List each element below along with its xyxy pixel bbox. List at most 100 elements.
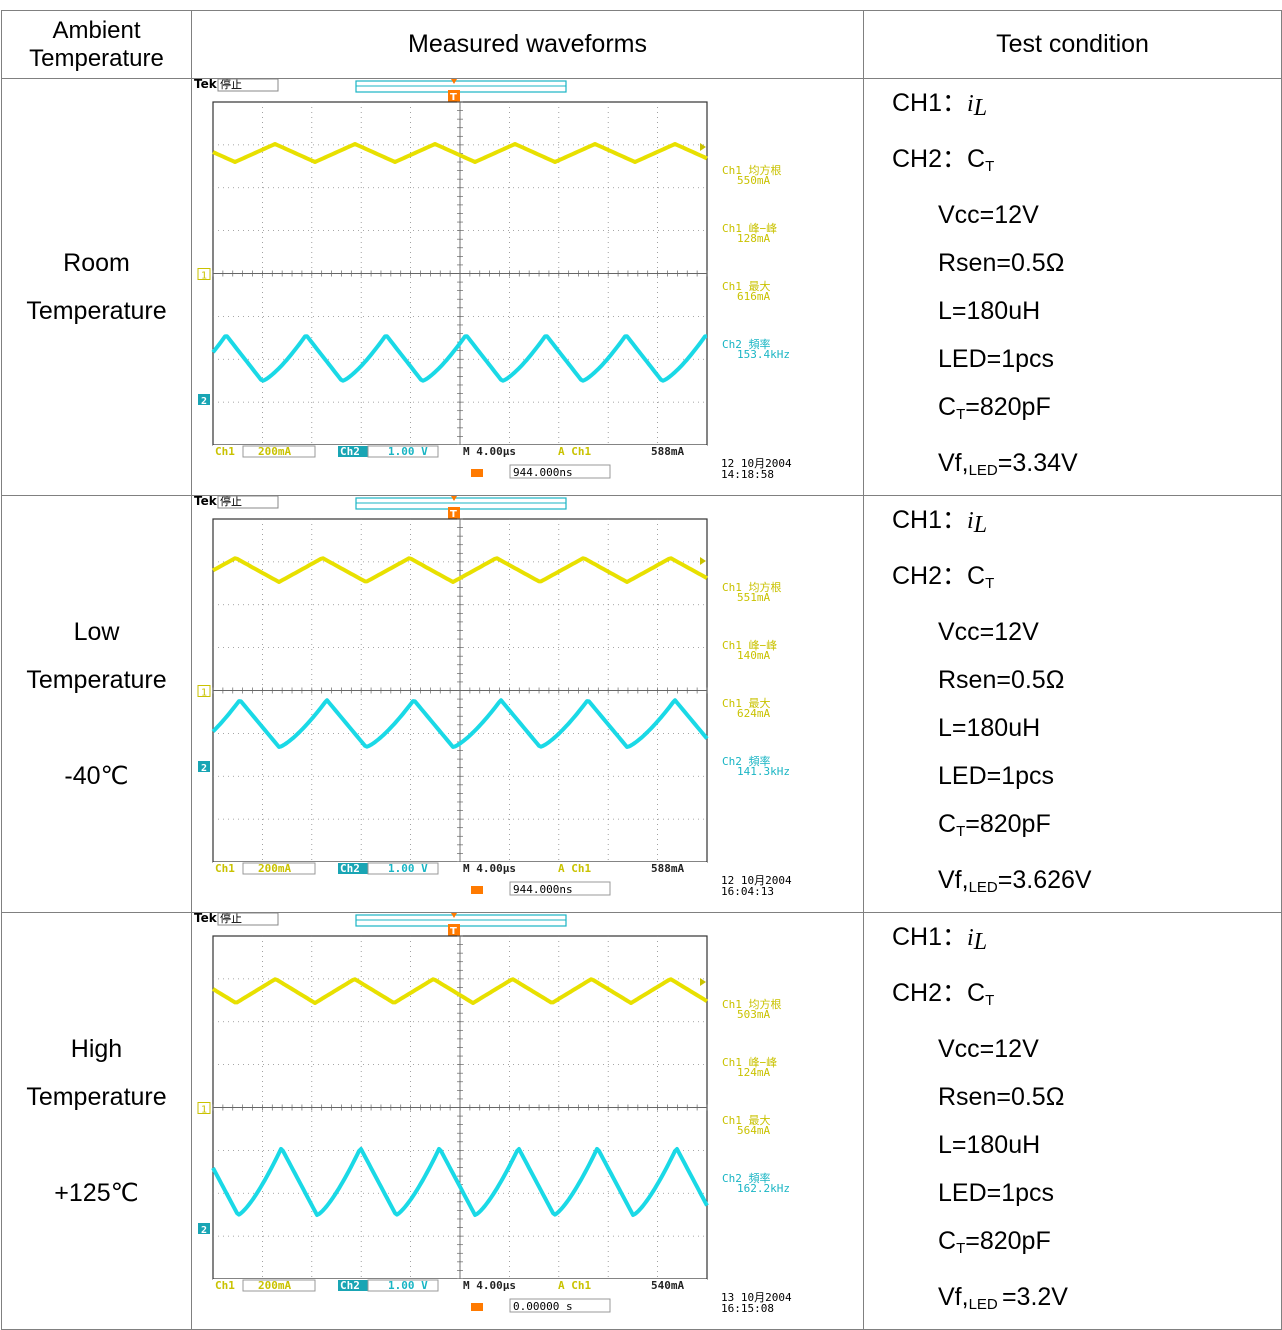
svg-text:1.00 V: 1.00 V xyxy=(388,862,428,875)
svg-text:200mA: 200mA xyxy=(258,862,291,875)
cond-vf: Vf,LED =3.2V xyxy=(938,1283,1068,1313)
waveform-cell: Tek 停止 T 1 2 Ch1 均方根 503mA Ch1 峰−峰 124mA Ch1 最大 56… xyxy=(191,911,864,1330)
cond-ct: CT=820pF xyxy=(938,393,1051,423)
trigger-position: 944.000ns xyxy=(513,466,573,479)
table-row-low: Low Temperature -40℃ Tek 停止 T 1 2 Ch1 均方根 551m… xyxy=(1,494,1282,913)
svg-text:1.00 V: 1.00 V xyxy=(388,445,428,458)
svg-text:540mA: 540mA xyxy=(651,1279,684,1292)
measurement-label: Ch1 峰−峰 xyxy=(722,639,777,652)
measurement-value: 616mA xyxy=(737,290,770,303)
svg-text:1: 1 xyxy=(201,1105,207,1116)
measurement-value: 162.2kHz xyxy=(737,1182,790,1195)
measurement-label: Ch1 峰−峰 xyxy=(722,222,777,235)
measurement-label: Ch1 最大 xyxy=(722,279,771,293)
measurement-label: Ch1 均方根 xyxy=(722,163,782,177)
waveform-cell: Tek 停止 T 1 2 Ch1 均方根 550mA Ch1 峰−峰 128mA Ch1 最大 61… xyxy=(191,77,864,496)
ambient-line: Room xyxy=(63,249,130,277)
cond-inductance: L=180uH xyxy=(938,714,1041,742)
svg-text:1.00 V: 1.00 V xyxy=(388,1279,428,1292)
ambient-cell: High Temperature +125℃ xyxy=(1,912,192,1330)
cond-ch1: CH1：iL xyxy=(892,89,988,121)
scope-time: 16:04:13 xyxy=(721,885,774,898)
cond-ch2: CH2：CT xyxy=(892,562,995,592)
measurement-value: 153.4kHz xyxy=(737,348,790,361)
cond-rsen: Rsen=0.5Ω xyxy=(938,1083,1065,1111)
scope-brand: Tek xyxy=(194,79,218,91)
cond-ch2: CH2：CT xyxy=(892,979,995,1009)
ambient-line: High xyxy=(70,1035,123,1063)
cond-rsen: Rsen=0.5Ω xyxy=(938,249,1065,277)
oscilloscope-screenshot: Tek 停止 T 1 2 Ch1 均方根 551mA Ch1 峰−峰 140mA Ch1 最大 62… xyxy=(192,494,862,898)
results-table: Ambient Temperature Measured waveforms Te… xyxy=(1,10,1282,1330)
measurement-label: Ch1 最大 xyxy=(722,696,771,710)
ambient-line: Low xyxy=(73,618,120,646)
scope-time: 14:18:58 xyxy=(721,468,774,481)
scope-brand: Tek xyxy=(194,913,218,925)
measurement-label: Ch1 均方根 xyxy=(722,580,782,594)
cond-vcc: Vcc=12V xyxy=(938,1035,1039,1063)
ambient-cell: Room Temperature xyxy=(1,78,192,496)
svg-text:Ch2: Ch2 xyxy=(340,445,360,458)
svg-text:M 4.00µs: M 4.00µs xyxy=(463,862,516,875)
measurement-label: Ch1 均方根 xyxy=(722,997,782,1011)
svg-text:200mA: 200mA xyxy=(258,445,291,458)
ambient-line: -40℃ xyxy=(64,762,129,790)
scope-date: 12 10月2004 xyxy=(721,874,792,887)
svg-text:588mA: 588mA xyxy=(651,445,684,458)
cond-led: LED=1pcs xyxy=(938,1179,1055,1207)
cond-led: LED=1pcs xyxy=(938,345,1055,373)
ambient-header-line2: Temperature xyxy=(29,44,164,72)
scope-state: 停止 xyxy=(220,79,242,91)
header-row: Ambient Temperature Measured waveforms Te… xyxy=(1,10,1282,79)
test-condition-cell: CH1：iL CH2：CT Vcc=12V Rsen=0.5Ω L=180uH … xyxy=(863,78,1282,496)
measurement-value: 551mA xyxy=(737,591,770,604)
cond-led: LED=1pcs xyxy=(938,762,1055,790)
scope-time: 16:15:08 xyxy=(721,1302,774,1315)
svg-text:Ch2: Ch2 xyxy=(340,862,360,875)
svg-text:1: 1 xyxy=(201,688,207,699)
oscilloscope-screenshot: Tek 停止 T 1 2 Ch1 均方根 503mA Ch1 峰−峰 124mA Ch1 最大 56… xyxy=(192,911,862,1315)
measurement-value: 624mA xyxy=(737,707,770,720)
cond-ct: CT=820pF xyxy=(938,1227,1051,1257)
svg-text:Ch2: Ch2 xyxy=(340,1279,360,1292)
cond-ct: CT=820pF xyxy=(938,810,1051,840)
measurement-value: 140mA xyxy=(737,649,770,662)
measurement-label: Ch2 頻率 xyxy=(722,754,771,768)
measurement-label: Ch1 最大 xyxy=(722,1113,771,1127)
svg-text:Ch1: Ch1 xyxy=(215,445,235,458)
test-condition-cell: CH1：iL CH2：CT Vcc=12V Rsen=0.5Ω L=180uH … xyxy=(863,912,1282,1330)
cond-inductance: L=180uH xyxy=(938,297,1041,325)
trigger-position: 0.00000 s xyxy=(513,1300,573,1313)
cond-rsen: Rsen=0.5Ω xyxy=(938,666,1065,694)
test-condition-cell: CH1：iL CH2：CT Vcc=12V Rsen=0.5Ω L=180uH … xyxy=(863,495,1282,913)
cond-inductance: L=180uH xyxy=(938,1131,1041,1159)
ambient-line: Temperature xyxy=(26,666,167,694)
svg-text:A Ch1: A Ch1 xyxy=(558,862,591,875)
ambient-header-line1: Ambient xyxy=(52,16,141,44)
svg-text:A Ch1: A Ch1 xyxy=(558,445,591,458)
oscilloscope-screenshot: Tek 停止 T 1 2 Ch1 均方根 550mA Ch1 峰−峰 128mA Ch1 最大 61… xyxy=(192,77,862,481)
cond-vcc: Vcc=12V xyxy=(938,618,1039,646)
measured-header: Measured waveforms xyxy=(191,10,864,79)
cond-ch1: CH1：iL xyxy=(892,506,988,538)
cond-ch1: CH1：iL xyxy=(892,923,988,955)
cond-vf: Vf,LED=3.34V xyxy=(938,449,1078,479)
scope-brand: Tek xyxy=(194,496,218,508)
cond-vf: Vf,LED=3.626V xyxy=(938,866,1092,896)
svg-text:2: 2 xyxy=(201,1225,207,1236)
measurement-value: 128mA xyxy=(737,232,770,245)
svg-text:588mA: 588mA xyxy=(651,862,684,875)
svg-text:2: 2 xyxy=(201,396,207,407)
measurement-value: 503mA xyxy=(737,1008,770,1021)
measurement-value: 550mA xyxy=(737,174,770,187)
svg-text:1: 1 xyxy=(201,271,207,282)
scope-state: 停止 xyxy=(220,913,242,925)
svg-text:A Ch1: A Ch1 xyxy=(558,1279,591,1292)
measurement-value: 141.3kHz xyxy=(737,765,790,778)
ambient-header: Ambient Temperature xyxy=(1,10,192,79)
measurement-label: Ch2 頻率 xyxy=(722,337,771,351)
svg-text:200mA: 200mA xyxy=(258,1279,291,1292)
